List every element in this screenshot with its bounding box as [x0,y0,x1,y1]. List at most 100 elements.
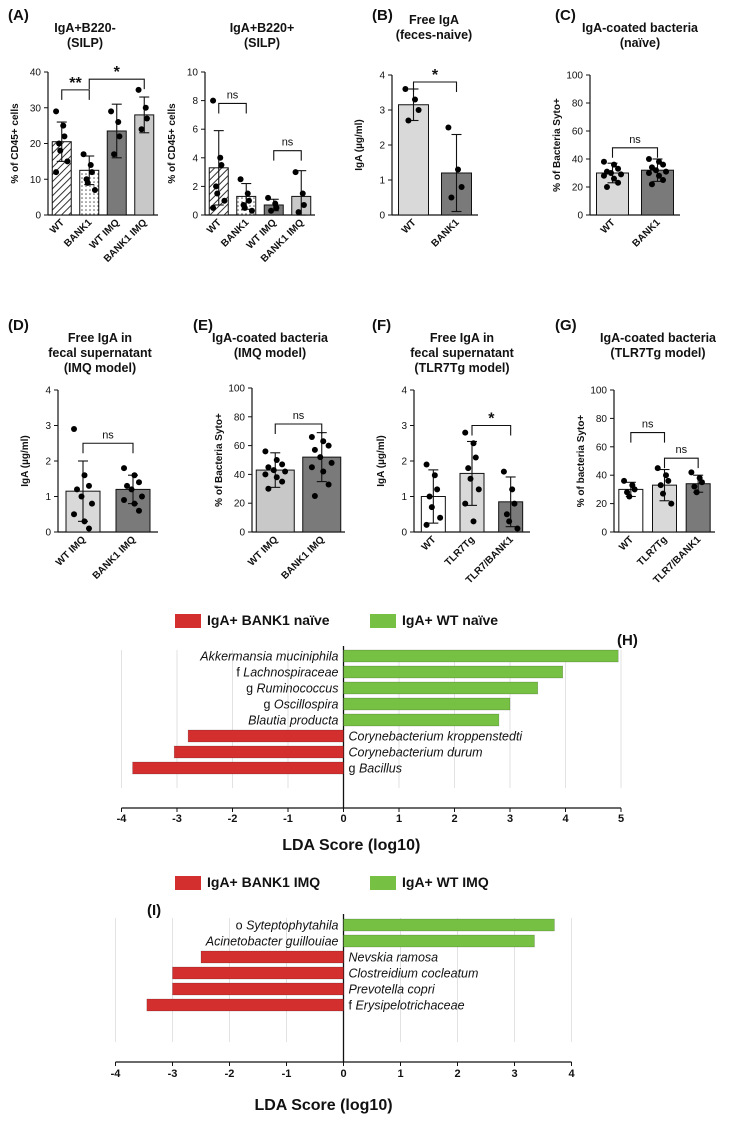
significance-bracket [273,150,302,161]
panel-a1: (A) IgA+B220-(SILP) 0 10 20 30 40 % of CD45+ ce… [8,7,158,265]
y-tick-label: 0 [601,528,607,539]
taxon-label: f Erysipelotrichaceae [349,999,465,1013]
data-point [56,140,63,147]
y-tick-label: 0 [401,528,407,539]
data-point [121,465,128,472]
x-tick-label: -1 [282,1068,292,1080]
data-point [448,194,455,201]
y-tick-label: 3 [45,421,51,432]
panel-g: (G) IgA-coated bacteria(TLR7Tg model) 0 20 4… [555,317,717,586]
data-point [423,461,430,468]
significance-bracket [61,89,90,100]
panel-label: (A) [8,7,29,24]
data-point [626,493,633,500]
panel-title: IgA+B220+ [230,21,295,35]
data-point [500,468,507,475]
y-tick-label: 40 [596,471,608,482]
lda-bar [173,745,344,759]
x-tick-label: 4 [568,1068,575,1080]
panel-label: (B) [372,7,393,24]
data-point [654,465,661,472]
data-point [214,190,221,197]
data-point [115,119,122,126]
data-point [279,461,286,468]
category-label: BANK1 IMQ [279,534,327,582]
y-tick-label: 40 [234,470,246,481]
data-point [210,97,217,104]
data-point [445,124,452,131]
panel-e: (E)IgA-coated bacteria(IMQ model) 0 20 40 60… [193,317,345,582]
y-tick-label: 1 [45,492,51,503]
panel-title: (IMQ model) [64,361,136,375]
taxon-name: Acinetobacter guillouiae [205,935,339,949]
y-tick-label: 80 [234,412,246,423]
x-tick-label: -3 [172,813,182,825]
panel-i: (I) IgA+ BANK1 IMQ IgA+ WT IMQ o Syteptophy… [111,874,576,1114]
y-tick-label: 80 [596,414,608,425]
data-point [53,108,60,115]
significance-label: * [114,64,121,81]
data-point [88,500,95,507]
data-point [415,107,422,113]
y-tick-label: 20 [30,139,42,150]
data-point [131,472,138,479]
y-axis-label: % of Bacteria Syto+ [214,413,225,507]
data-point [135,479,142,486]
y-tick-label: 20 [234,499,246,510]
y-tick-label: 6 [192,125,198,136]
panel-label: (I) [147,902,161,919]
data-point [653,167,659,174]
y-tick-label: 2 [401,457,407,468]
data-point [631,486,638,493]
y-tick-label: 3 [401,421,407,432]
significance-bracket [82,442,134,454]
data-point [245,197,252,204]
lda-bar [343,665,564,679]
data-point [455,166,461,173]
y-tick-label: 60 [234,441,246,452]
data-point [663,168,670,175]
x-tick-label: 2 [451,813,457,825]
data-point [462,429,469,436]
category-label: WT [617,534,636,553]
panel-label: (H) [617,632,638,649]
legend-label: IgA+ WT IMQ [402,874,489,890]
taxon-name: Clostreidium cocleatum [349,967,479,981]
data-point [325,481,332,488]
data-point [621,477,628,484]
data-point [470,440,477,447]
significance-label: * [488,411,495,428]
data-point [53,169,60,176]
data-point [279,478,286,485]
panel-title: (feces-naive) [396,28,472,42]
panel-title: (naïve) [620,36,660,50]
category-label: BANK1 [429,217,461,249]
x-tick-label: -4 [117,813,128,825]
y-tick-label: 10 [30,175,42,186]
significance-label: ns [102,429,114,441]
significance-label: ns [676,444,688,456]
y-tick-label: 4 [192,153,198,164]
data-point [282,468,289,475]
lda-bar [343,918,555,932]
data-point [660,177,667,183]
taxon-label: Corynebacterium durum [349,746,483,760]
data-point [265,485,272,492]
x-tick-label: -3 [168,1068,178,1080]
panel-label: (D) [8,317,29,334]
data-point [273,474,280,481]
data-point [116,133,123,140]
data-point [506,518,513,525]
data-point [472,454,479,461]
legend-swatch [175,876,201,890]
data-point [91,186,98,193]
x-tick-label: 3 [507,813,513,825]
panel-title: (SILP) [244,36,280,50]
legend-swatch [370,614,396,628]
data-point [87,161,94,168]
data-point [475,486,482,493]
significance-label: ns [642,419,654,431]
data-point [108,108,115,115]
panel-b: (B) Free IgA(feces-naive) 0 1 2 3 4 IgA (µg/ml)… [354,7,478,249]
data-point [611,175,617,182]
